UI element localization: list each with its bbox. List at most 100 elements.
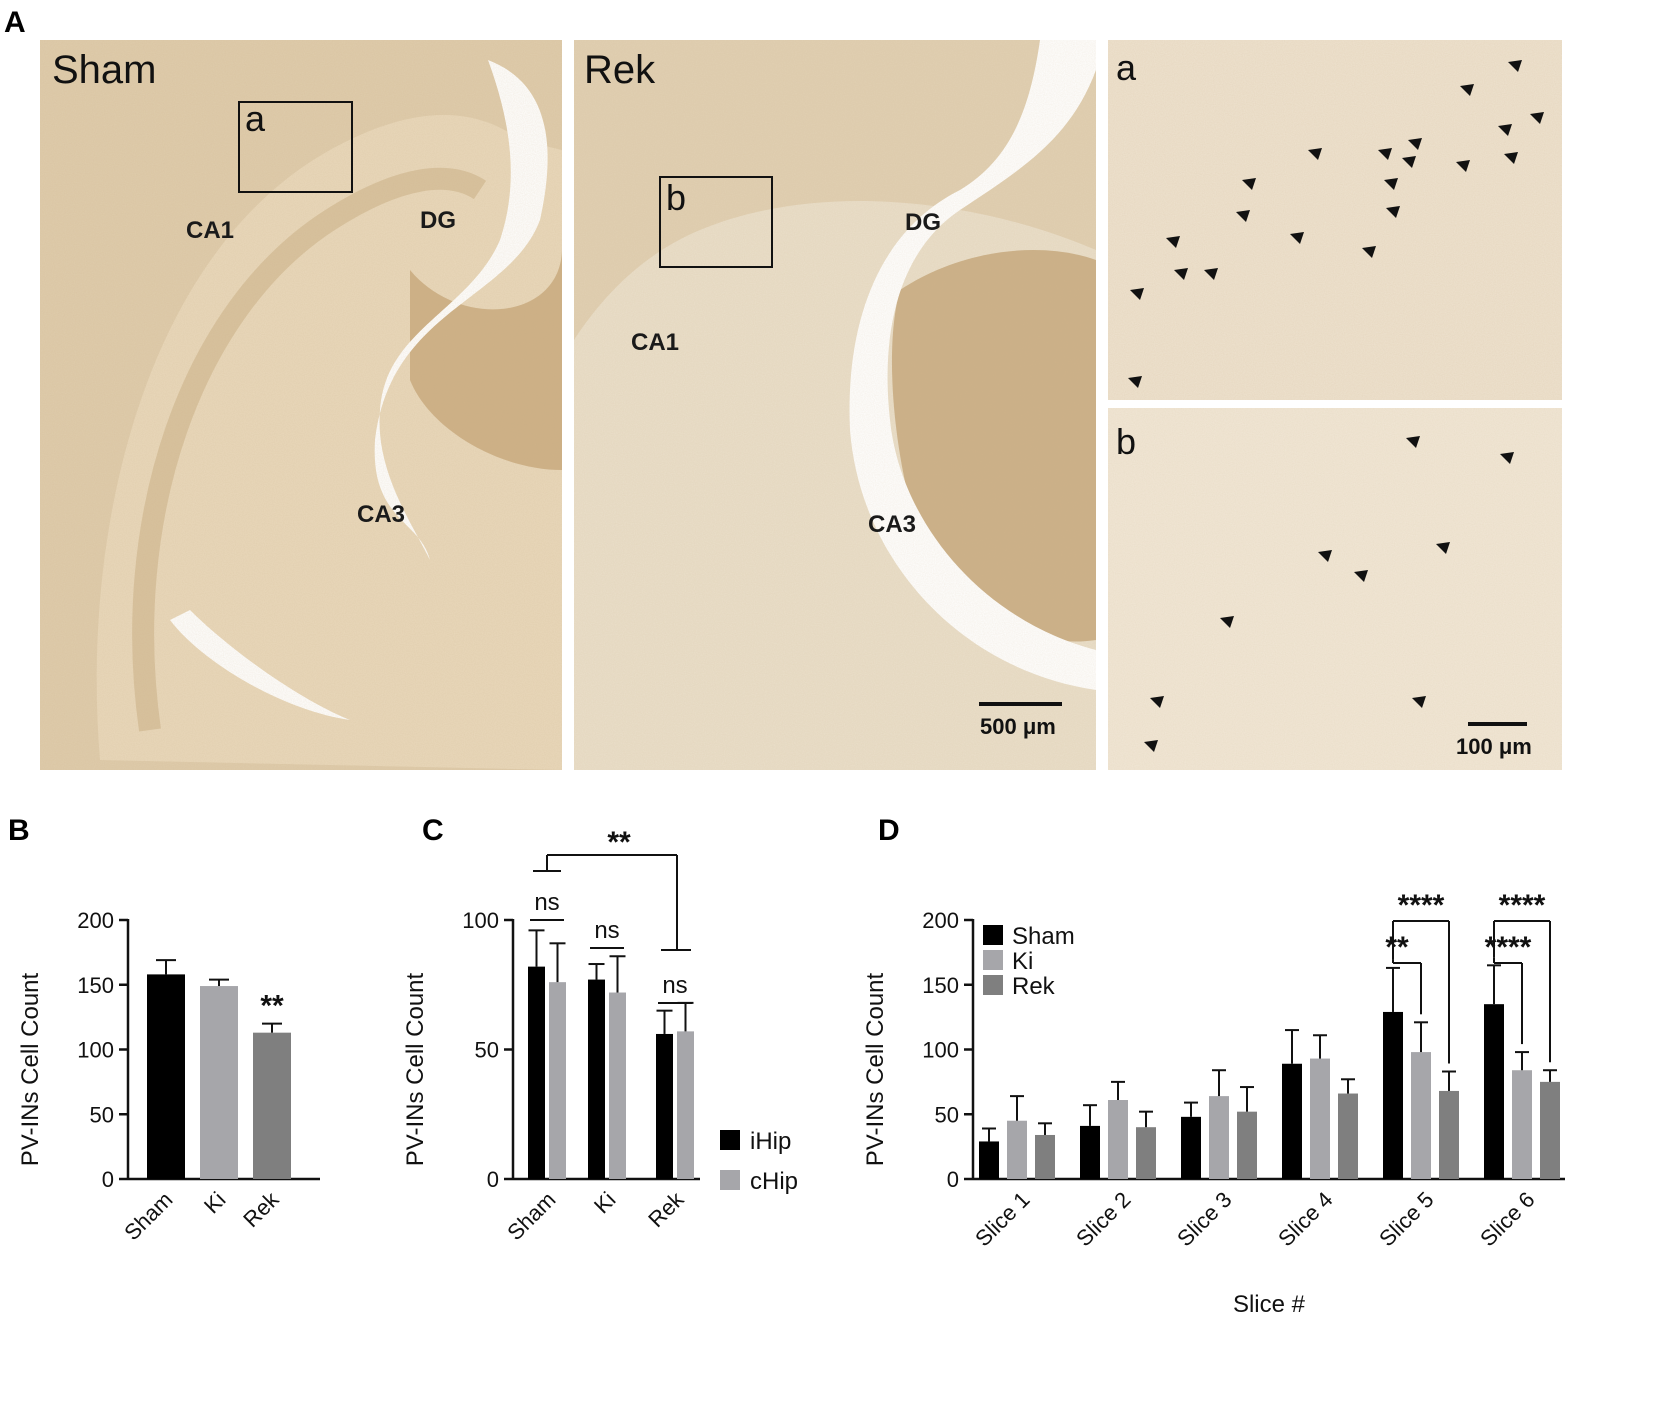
x-tick-label: Slice 3 [1172,1187,1236,1251]
bar-ki-slice-1 [1007,1120,1027,1179]
arrowhead-marker-20 [1130,288,1144,300]
zoom-b-arrowheads [1144,436,1514,752]
zoom-a-texture [1108,40,1562,400]
y-tick-label: 50 [475,1038,499,1063]
scale-bar-500 [979,702,1062,706]
legend-swatch-chip [720,1170,740,1190]
x-tick-label: Rek [643,1186,689,1232]
bar-ihip-rek [656,1033,673,1179]
bar-ki [200,986,238,1179]
zoom-a-arrowheads [1128,60,1544,388]
significance-label: **** [1398,889,1445,922]
significance-label: **** [1499,889,1546,922]
y-axis-title: PV-INs Cell Count [862,972,889,1166]
x-tick-label: Ki [589,1187,621,1219]
bar-rek-slice-6 [1540,1081,1560,1179]
ns-label: ns [534,889,559,916]
chart-b: 0 50 100 150 200 PV-INs Cell Count Sham Ki Rek ** [17,908,320,1245]
x-tick-label: Rek [238,1186,284,1232]
y-tick-label: 200 [922,908,959,933]
rek-ca3-label: CA3 [868,511,916,538]
zoom-b-texture [1108,408,1562,770]
arrowhead-marker-11 [1242,178,1256,190]
arrowhead-marker-4 [1436,542,1450,554]
arrowhead-marker-2 [1500,452,1514,464]
x-tick-label: Slice 4 [1273,1187,1337,1251]
arrowhead-marker-19 [1204,268,1218,280]
rek-inset-label: b [666,177,686,218]
sham-ca3-label: CA3 [357,501,405,528]
sham-inset-label: a [245,98,266,139]
bar-ki-slice-5 [1411,1052,1431,1179]
x-tick-label: Slice 1 [970,1187,1034,1251]
x-tick-label: Slice 2 [1071,1187,1135,1251]
bar-rek-slice-1 [1035,1134,1055,1179]
panel-label-a: A [4,6,26,39]
significance-label: ** [260,990,284,1023]
x-tick-label: Slice 5 [1374,1187,1438,1251]
arrowhead-marker-1 [1406,436,1420,448]
legend-swatch-sham [983,925,1003,945]
zoom-b-micrograph [1108,408,1562,770]
sham-texture [40,40,562,770]
bar-sham-slice-6 [1484,1004,1504,1179]
arrowhead-marker-1 [1508,60,1522,72]
bar-sham [147,974,185,1179]
bar-sham-slice-4 [1282,1063,1302,1179]
bar-rek-slice-2 [1136,1127,1156,1179]
sham-dg-label: DG [420,207,456,234]
arrowhead-marker-2 [1460,84,1474,96]
arrowhead-marker-4 [1498,124,1512,136]
zoom-a-label: a [1116,47,1137,88]
x-tick-label: Slice 6 [1475,1187,1539,1251]
arrowhead-marker-8 [1150,696,1164,708]
significance-label: ** [1385,931,1409,964]
legend-swatch-rek [983,975,1003,995]
arrowhead-marker-21 [1128,376,1142,388]
chart-c: 0 50 100 PV-INs Cell Count Sham ns Ki ns Rek ns **… [402,826,798,1245]
y-tick-label: 0 [102,1167,114,1192]
arrowhead-marker-10 [1504,152,1518,164]
arrowhead-marker-9 [1144,740,1158,752]
bar-rek-slice-4 [1338,1093,1358,1179]
zoom-b-label: b [1116,421,1136,462]
arrowhead-marker-3 [1530,112,1544,124]
significance-label: **** [1485,931,1532,964]
chart-d: 0 50 100 150 200 PV-INs Cell Count Slice 1 Slic… [862,889,1565,1318]
y-tick-label: 100 [922,1038,959,1063]
ns-label: ns [594,917,619,944]
arrowhead-marker-3 [1318,550,1332,562]
scale-bar-100-label: 100 μm [1456,734,1532,759]
bar-rek [253,1032,291,1179]
significance-label: ** [607,826,631,859]
bar-rek-slice-3 [1237,1111,1257,1179]
rek-texture [574,40,1096,770]
panel-label-d: D [878,814,900,847]
bar-sham-slice-2 [1080,1125,1100,1179]
rek-micrograph [574,40,1096,770]
arrowhead-marker-16 [1290,232,1304,244]
bar-chip-rek [677,1031,694,1179]
legend-label: Rek [1012,973,1056,1000]
legend-label: cHip [750,1168,798,1195]
bar-sham-slice-5 [1383,1011,1403,1179]
legend-swatch-ihip [720,1130,740,1150]
rek-inset-box [659,176,773,268]
bar-chip-sham [549,982,566,1179]
rek-title: Rek [584,48,656,92]
rek-ca1-label: CA1 [631,329,679,356]
y-tick-label: 100 [462,908,499,933]
y-tick-label: 100 [77,1038,114,1063]
panel-label-b: B [8,814,30,847]
bar-chip-ki [609,992,626,1179]
rek-dg-label: DG [905,209,941,236]
y-tick-label: 0 [487,1167,499,1192]
legend-swatch-ki [983,950,1003,970]
bar-ki-slice-3 [1209,1096,1229,1179]
arrowhead-marker-12 [1384,178,1398,190]
arrowhead-marker-5 [1308,148,1322,160]
scale-bar-100 [1468,722,1527,726]
y-tick-label: 0 [947,1167,959,1192]
y-tick-label: 150 [77,973,114,998]
y-tick-label: 50 [90,1102,114,1127]
